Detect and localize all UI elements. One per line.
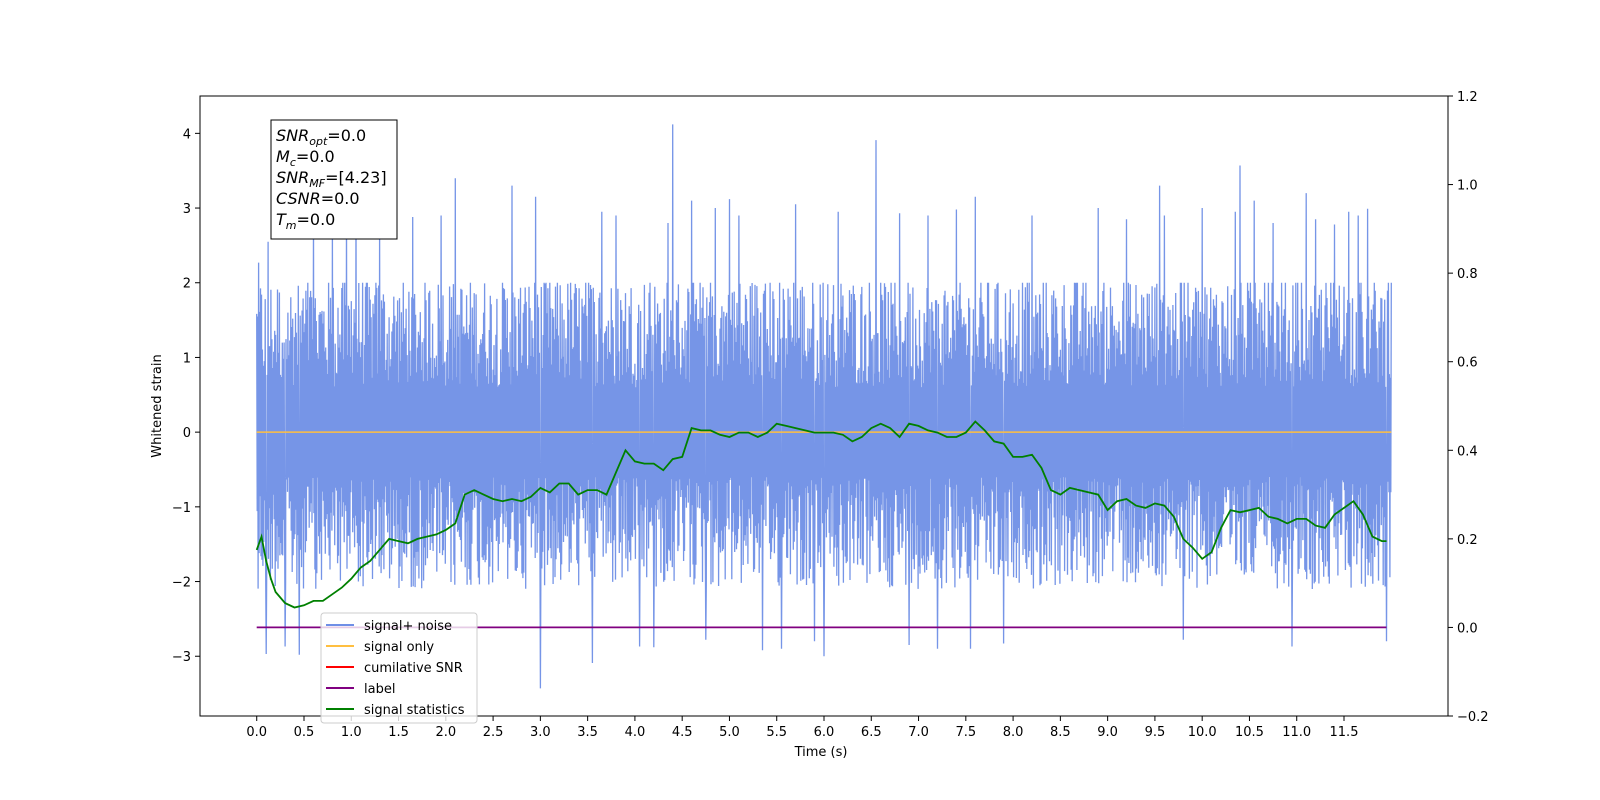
x-tick-label: 10.0 (1188, 725, 1217, 740)
x-tick-label: 11.5 (1330, 725, 1359, 740)
x-tick-label: 8.0 (1003, 725, 1024, 740)
x-tick-label: 3.0 (530, 725, 551, 740)
x-tick-label: 1.5 (388, 725, 409, 740)
x-tick-label: 0.5 (294, 725, 315, 740)
x-tick-label: 3.5 (577, 725, 598, 740)
y-tick-label-left: 1 (183, 351, 191, 366)
y-tick-label-right: 0.6 (1457, 356, 1478, 371)
annotation-line: CSNR=0.0 (276, 189, 360, 208)
legend-label: signal statistics (364, 703, 465, 718)
y-axis-left: −3 −2 −1 0 1 2 3 4 (172, 127, 200, 665)
x-tick-label: 6.0 (814, 725, 835, 740)
x-axis: 0.0 0.5 1.0 1.5 2.0 2.5 3.0 3.5 4.0 4.5 5.0 5.5 6.0 6… (246, 716, 1358, 740)
x-tick-label: 2.0 (435, 725, 456, 740)
y-tick-label-right: −0.2 (1457, 710, 1489, 725)
annotation-line: Tm=0.0 (276, 210, 335, 232)
y-tick-label-left: 3 (183, 202, 191, 217)
x-tick-label: 4.0 (625, 725, 646, 740)
y-tick-label-right: 1.2 (1457, 90, 1478, 105)
x-tick-label: 9.5 (1145, 725, 1166, 740)
x-axis-label: Time (s) (794, 745, 848, 760)
annotation-line: SNRopt=0.0 (276, 126, 366, 148)
y-tick-label-left: −1 (172, 501, 191, 516)
x-tick-label: 7.5 (955, 725, 976, 740)
x-tick-label: 8.5 (1050, 725, 1071, 740)
series-signal-statistics-line (255, 420, 1387, 609)
x-tick-label: 6.5 (861, 725, 882, 740)
y-tick-label-right: 0.4 (1457, 444, 1478, 459)
legend-label: label (364, 682, 395, 697)
x-tick-label: 11.0 (1282, 725, 1311, 740)
y-axis-right: −0.2 0.0 0.2 0.4 0.6 0.8 1.0 1.2 (1448, 90, 1489, 725)
x-tick-label: 0.0 (246, 725, 267, 740)
y-tick-label-left: −3 (172, 650, 191, 665)
legend-label: signal+ noise (364, 619, 452, 634)
legend-label: signal only (364, 640, 434, 655)
y-tick-label-right: 0.2 (1457, 533, 1478, 548)
legend: signal+ noise signal only cumilative SNR la… (320, 612, 478, 724)
series-signal-noise-line (256, 124, 1392, 689)
y-tick-label-right: 1.0 (1457, 179, 1478, 194)
x-tick-label: 7.0 (908, 725, 929, 740)
y-tick-label-right: 0.0 (1457, 621, 1478, 636)
y-tick-label-right: 0.8 (1457, 267, 1478, 282)
y-axis-label: Whitened strain (150, 354, 165, 457)
y-tick-label-left: −2 (172, 576, 191, 591)
legend-label: cumilative SNR (364, 661, 463, 676)
x-tick-label: 1.0 (341, 725, 362, 740)
annotation-line: SNRMF=[4.23] (276, 168, 387, 190)
y-tick-label-left: 2 (183, 277, 191, 292)
annotation-box-frame (270, 119, 398, 240)
x-tick-label: 4.5 (672, 725, 693, 740)
x-tick-label: 10.5 (1235, 725, 1264, 740)
annotation-line: Mc=0.0 (276, 147, 335, 169)
x-tick-label: 5.0 (719, 725, 740, 740)
y-tick-label-left: 4 (183, 127, 191, 142)
legend-frame (320, 612, 478, 724)
x-tick-label: 9.0 (1097, 725, 1118, 740)
plot-area (255, 124, 1392, 689)
x-tick-label: 5.5 (766, 725, 787, 740)
y-tick-label-left: 0 (183, 426, 191, 441)
x-tick-label: 2.5 (483, 725, 504, 740)
